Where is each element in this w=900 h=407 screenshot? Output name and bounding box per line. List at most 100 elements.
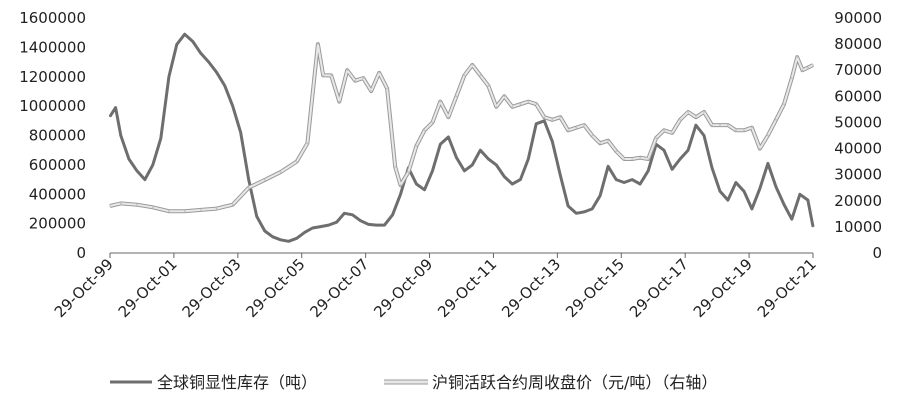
inventory-point (391, 214, 394, 216)
inventory-point (727, 199, 729, 201)
price-point (109, 205, 111, 207)
price-point (487, 85, 490, 87)
inventory-point (128, 158, 130, 160)
price-point (200, 209, 202, 211)
inventory-point (176, 43, 178, 46)
inventory-point (663, 149, 665, 151)
price-point (607, 139, 609, 142)
price-point (479, 74, 482, 77)
price-point (791, 77, 793, 79)
price-point (703, 111, 705, 113)
price-point (463, 74, 466, 77)
inventory-point (208, 61, 210, 63)
inventory-point (287, 240, 290, 243)
y-right-tick-label: 30000 (834, 166, 882, 184)
inventory-point (751, 208, 753, 210)
price-point (455, 95, 458, 98)
inventory-point (791, 218, 793, 220)
price-point (378, 72, 381, 74)
inventory-point (759, 187, 761, 190)
inventory-point (687, 149, 689, 151)
x-tick-labels: 29-Oct-9929-Oct-0129-Oct-0329-Oct-0529-O… (51, 253, 820, 321)
inventory-point (295, 237, 298, 240)
x-tick-label: 29-Oct-03 (179, 255, 245, 321)
legend: 全球铜显性库存（吨） 沪铜活跃合约周收盘价（元/吨）（右轴） (110, 373, 717, 392)
price-point (519, 103, 522, 105)
inventory-point (375, 224, 378, 226)
price-point (615, 150, 617, 152)
inventory-point (583, 211, 585, 213)
price-point (423, 129, 426, 132)
inventory-point (455, 156, 458, 159)
price-point (247, 186, 250, 189)
inventory-point (671, 168, 673, 171)
price-point (735, 129, 737, 132)
price-point (330, 74, 333, 77)
legend-label-inventory: 全球铜显性库存（吨） (157, 373, 317, 392)
x-tick-label: 29-Oct-01 (115, 255, 181, 321)
inventory-point (783, 203, 785, 206)
inventory-point (719, 190, 721, 193)
y-left-tick-label: 1200000 (19, 68, 86, 86)
price-point (120, 202, 122, 205)
inventory-point (343, 212, 346, 215)
price-point (567, 129, 569, 132)
inventory-point (303, 231, 306, 234)
price-point (695, 116, 697, 118)
x-tick-label: 29-Oct-05 (243, 255, 309, 321)
inventory-point (247, 178, 250, 181)
price-point (671, 132, 673, 134)
y-right-tick-label: 50000 (834, 113, 882, 131)
price-point (322, 74, 325, 77)
price-point (439, 100, 442, 103)
price-point (264, 179, 266, 181)
price-point (631, 158, 633, 160)
price-point (743, 129, 745, 132)
y-right-tick-label: 10000 (834, 218, 882, 236)
price-point (338, 100, 341, 103)
y-left-tick-label: 800000 (29, 127, 86, 145)
price-point (687, 111, 689, 113)
price-point (354, 79, 356, 82)
inventory-point (431, 170, 434, 172)
price-point (535, 103, 537, 105)
price-point (575, 126, 577, 129)
price-point (317, 43, 319, 45)
inventory-point (200, 52, 202, 55)
price-point (801, 69, 804, 71)
inventory-point (311, 227, 314, 229)
price-point (679, 119, 681, 121)
price-point (168, 210, 170, 212)
inventory-point (743, 190, 745, 193)
price-point (471, 64, 474, 66)
price-point (543, 116, 546, 118)
inventory-point (192, 40, 194, 43)
price-point (719, 124, 721, 126)
inventory-point (383, 224, 386, 226)
inventory-point (599, 194, 601, 197)
inventory-point (168, 76, 170, 78)
price-point (783, 103, 785, 105)
inventory-point (607, 165, 609, 168)
inventory-point (503, 175, 506, 178)
price-point (279, 171, 282, 173)
inventory-point (114, 106, 117, 109)
price-point (495, 106, 498, 108)
price-point (231, 203, 234, 206)
price-point (639, 156, 641, 159)
inventory-point (487, 158, 490, 160)
inventory-point (447, 136, 450, 138)
price-point (415, 145, 418, 147)
price-point (663, 129, 665, 132)
inventory-point (120, 134, 122, 137)
inventory-point (631, 178, 633, 181)
y-left-tick-labels: 0 200000 400000 600000 800000 1000000 1200000 1… (19, 9, 86, 262)
inventory-point (231, 105, 234, 107)
y-left-tick-label: 1600000 (19, 9, 86, 27)
price-point (511, 106, 514, 108)
legend-label-price: 沪铜活跃合约周收盘价（元/吨）（右轴） (432, 373, 717, 392)
y-left-tick-label: 600000 (29, 156, 86, 174)
inventory-point (367, 223, 370, 226)
inventory-point (711, 167, 713, 169)
